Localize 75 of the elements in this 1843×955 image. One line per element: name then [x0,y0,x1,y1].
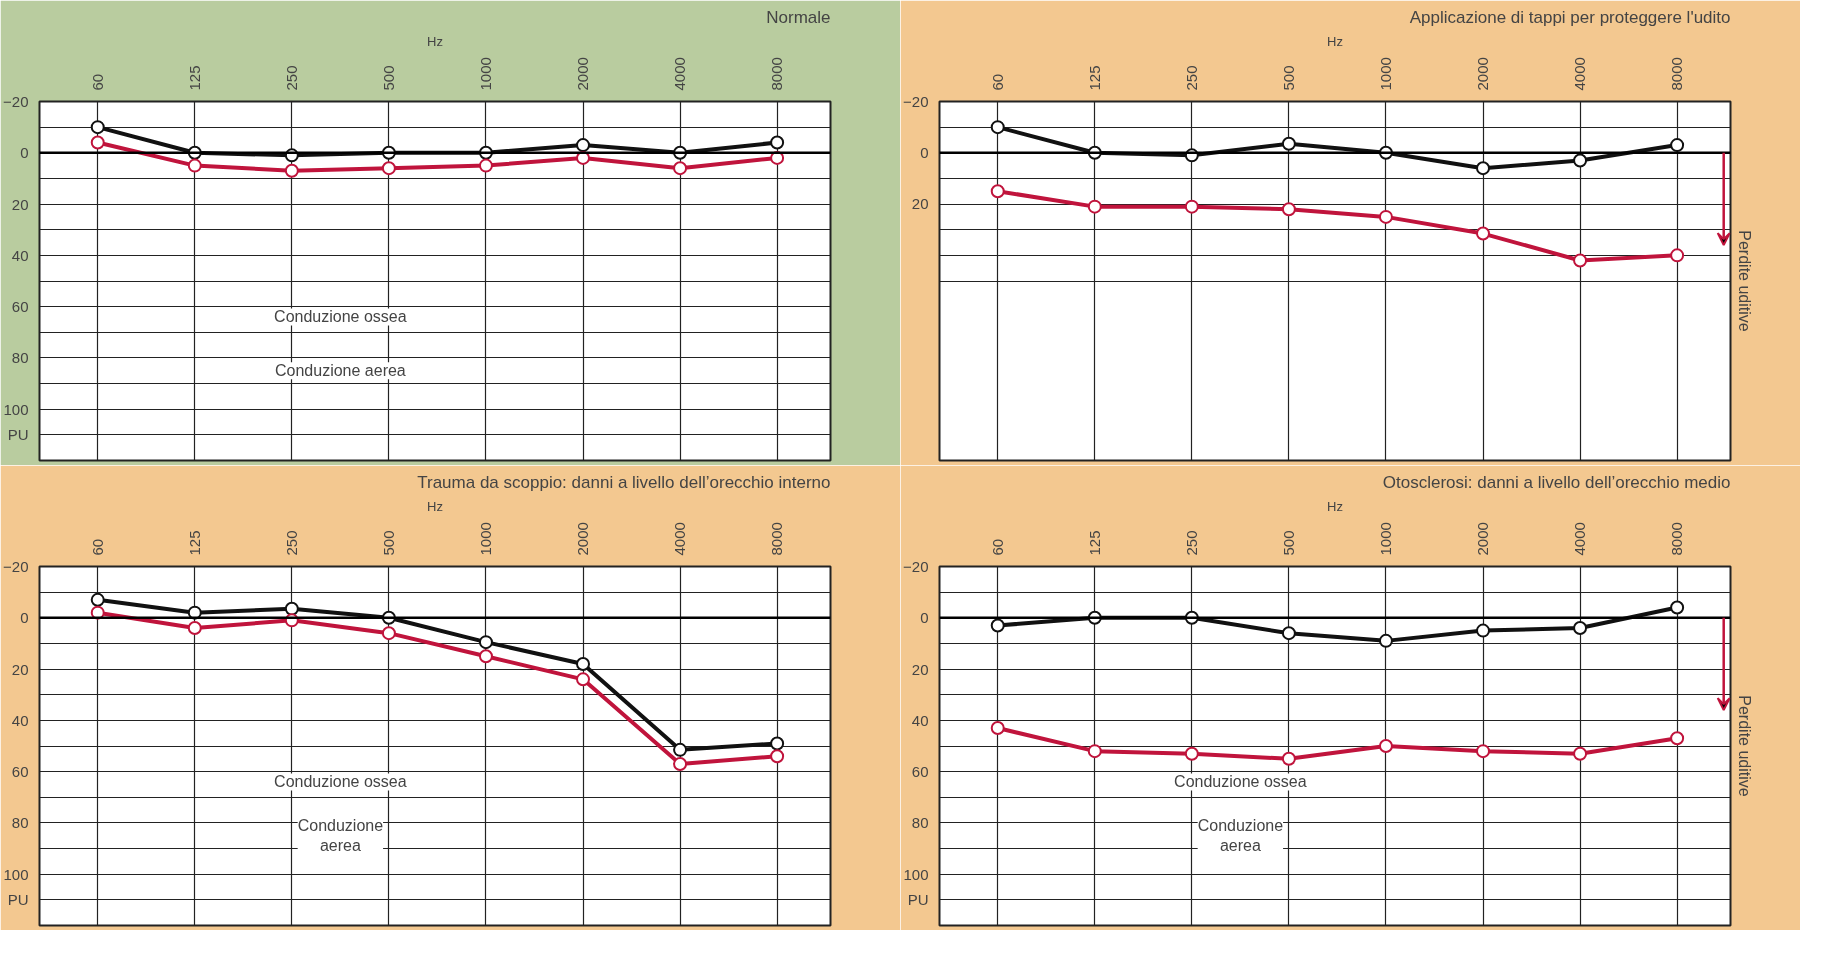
y-tick-label: −20 [3,93,29,110]
x-tick-label: 4000 [1571,57,1589,91]
y-tick-label: 0 [920,143,929,161]
x-tick-label: 4000 [671,57,689,91]
y-tick-label: 20 [911,195,929,213]
annotation: Conduzione ossea [274,308,407,326]
y2-axis-title: Perdite uditive [1735,230,1753,332]
chart-title: Applicazione di tappi per proteggere l'udito [1409,7,1731,27]
y-tick-label: 80 [911,814,929,832]
x-tick-label: 1000 [476,57,494,91]
annotation: Conduzione aerea [1197,817,1284,855]
x-tick-label: 60 [88,73,106,91]
x-axis-title: Hz [1327,499,1343,515]
x-tick-label: 500 [379,65,397,91]
x-tick-label: 8000 [768,57,786,91]
y-tick-label: 60 [11,298,29,316]
y-tick-label: 100 [3,400,29,418]
y-tick-label: 40 [911,711,929,729]
x-tick-label: 2000 [574,57,592,91]
x-tick-label: 500 [1279,65,1297,91]
y-tick-label: PU [907,891,929,909]
x-axis-title: Hz [427,34,443,50]
x-tick-label: 500 [379,530,397,556]
x-tick-label: 250 [1182,65,1200,91]
x-tick-label: 2000 [1474,57,1492,91]
chart-title: Normale [766,7,831,27]
x-tick-label: 60 [988,538,1006,556]
x-tick-label: 8000 [768,522,786,556]
x-tick-label: 125 [1085,530,1103,556]
y-tick-label: 20 [911,660,929,678]
x-tick-label: 60 [88,538,106,556]
y-tick-label: 0 [20,144,29,162]
x-tick-label: 8000 [1668,522,1686,556]
x-tick-label: 4000 [671,522,689,556]
x-tick-label: 1000 [1376,57,1394,91]
y-tick-label: PU [7,891,29,909]
x-tick-label: 250 [1182,530,1200,556]
annotation: Conduzione aerea [297,817,384,855]
x-tick-label: 8000 [1668,57,1686,91]
x-tick-label: 4000 [1571,522,1589,556]
y-tick-label: 80 [11,349,29,367]
y-tick-label: 20 [11,660,29,678]
y-tick-label: 60 [11,763,29,781]
x-tick-label: 500 [1279,530,1297,556]
y-tick-label: PU [7,426,29,444]
x-tick-label: 125 [185,65,203,91]
y-tick-label: −20 [903,92,929,110]
chart-title: Otosclerosi: danni a livello dell’orecchio medio [1382,472,1731,492]
x-tick-label: 125 [185,530,203,556]
x-tick-label: 1000 [476,522,494,556]
y-tick-label: 40 [11,246,29,264]
y-tick-label: 40 [11,711,29,729]
x-tick-label: 125 [1085,65,1103,91]
annotation: Conduzione ossea [274,773,407,791]
annotation: Conduzione ossea [1174,773,1307,791]
y-tick-label: 80 [11,814,29,832]
y2-axis-title: Perdite uditive [1735,695,1753,797]
y-tick-label: 100 [3,865,29,883]
x-tick-label: 2000 [1474,522,1492,556]
x-tick-label: 1000 [1376,522,1394,556]
y-tick-label: 0 [20,609,29,627]
y-tick-label: 100 [903,865,929,883]
x-tick-label: 2000 [574,522,592,556]
x-axis-title: Hz [1327,34,1343,50]
y-tick-label: 0 [920,609,929,627]
annotation: Conduzione aerea [274,362,406,380]
x-axis-title: Hz [427,499,443,515]
x-tick-label: 250 [282,530,300,556]
y-tick-label: 60 [911,763,929,781]
y-tick-label: −20 [3,558,29,575]
y-tick-label: −20 [903,558,929,575]
x-tick-label: 250 [282,65,300,91]
x-tick-label: 60 [988,73,1006,91]
y-tick-label: 20 [11,195,29,213]
chart-title: Trauma da scoppio: danni a livello dell’orecchio interno [417,472,831,492]
